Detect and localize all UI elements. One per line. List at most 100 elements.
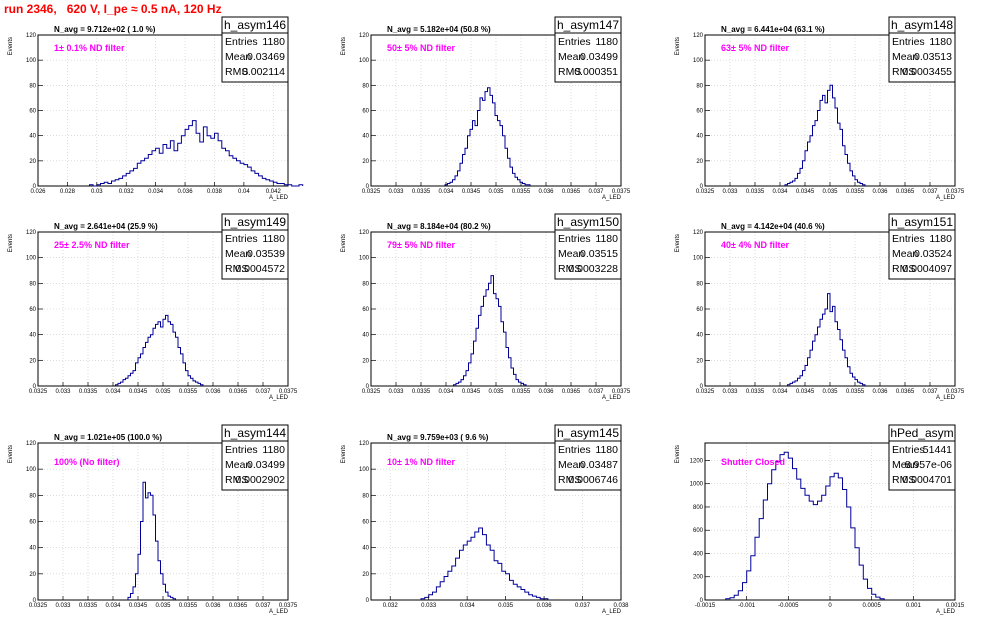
- x-tick-label: 0.0365: [896, 189, 915, 195]
- stats-key: RMS: [892, 66, 915, 78]
- stats-box: [221, 229, 289, 280]
- y-tick-label: 120: [359, 441, 370, 447]
- histogram-panel: 0.026 0.028 0.03 0.032 0.034 0.036 0.038 0.04 0.…: [8, 16, 304, 201]
- y-tick-label: 100: [359, 58, 370, 64]
- x-tick-label: 0.036: [178, 189, 194, 195]
- y-tick-label: 400: [693, 551, 704, 557]
- x-axis-label: A_LED: [936, 195, 956, 201]
- y-tick-label: 80: [362, 83, 369, 89]
- y-tick-label: 0: [366, 384, 370, 390]
- y-tick-label: 40: [362, 546, 369, 552]
- y-tick-label: 40: [29, 546, 36, 552]
- stats-value: 0.03515: [580, 248, 618, 260]
- x-tick-label: 0.0335: [79, 389, 98, 395]
- stats-key: RMS: [225, 474, 248, 486]
- stats-key: Entries: [558, 233, 591, 245]
- y-tick-label: 100: [359, 256, 370, 262]
- x-tick-label: 0.034: [105, 603, 121, 609]
- y-tick-label: 20: [29, 572, 36, 578]
- histogram-panel: 0.0325 0.033 0.0335 0.034 0.0345 0.035 0.0355 0…: [341, 16, 631, 201]
- x-tick-label: 0.0345: [129, 603, 148, 609]
- x-tick-label: 0.033: [55, 603, 71, 609]
- y-tick-label: 80: [362, 493, 369, 499]
- navg-annotation: N_avg = 1.021e+05 (100.0 %): [54, 433, 162, 442]
- y-tick-label: 60: [29, 307, 36, 313]
- x-tick-label: 0.036: [537, 603, 553, 609]
- x-axis-label: A_LED: [269, 609, 289, 615]
- x-tick-label: -0.0015: [695, 603, 716, 609]
- y-tick-label: 0: [33, 598, 37, 604]
- x-tick-label: 0.0355: [512, 389, 531, 395]
- y-tick-label: 60: [29, 520, 36, 526]
- x-tick-label: 0.036: [872, 189, 888, 195]
- y-tick-label: 100: [26, 256, 37, 262]
- x-tick-label: 0.035: [488, 389, 504, 395]
- histogram-panel: 0.0325 0.033 0.0335 0.034 0.0345 0.035 0.0355 0…: [341, 213, 631, 401]
- histogram-panel: -0.0015 -0.001 -0.0005 0 0.0005 0.001 0.0015 0 2…: [675, 424, 965, 615]
- stats-value: 1180: [595, 233, 618, 245]
- stats-key: RMS: [558, 66, 581, 78]
- x-tick-label: 0.0365: [562, 189, 581, 195]
- y-tick-label: 40: [29, 333, 36, 339]
- y-axis-label: Events: [341, 37, 347, 55]
- x-tick-label: 0.0355: [179, 389, 198, 395]
- stats-box: [554, 229, 622, 280]
- histogram-panel: 0.0325 0.033 0.0335 0.034 0.0345 0.035 0.0355 0…: [8, 424, 298, 615]
- x-tick-label: 0.036: [205, 389, 221, 395]
- histogram-line: [444, 87, 531, 186]
- stats-value: 0.0003455: [902, 66, 952, 78]
- x-tick-label: 0.0335: [746, 189, 765, 195]
- histogram-panel: 0.0325 0.033 0.0335 0.034 0.0345 0.035 0.0355 0…: [8, 213, 298, 401]
- y-axis-label: Events: [8, 37, 14, 55]
- x-tick-label: 0.0355: [179, 603, 198, 609]
- x-tick-label: 0.033: [55, 389, 71, 395]
- histogram-line: [420, 527, 549, 600]
- stats-key: Mean: [892, 459, 918, 471]
- stats-key: RMS: [225, 263, 248, 275]
- y-tick-label: 40: [362, 134, 369, 140]
- y-tick-label: 1000: [690, 482, 704, 488]
- x-tick-label: 0.032: [383, 603, 399, 609]
- y-axis-label: Events: [8, 445, 14, 463]
- y-tick-label: 80: [29, 281, 36, 287]
- x-tick-label: 0.037: [922, 389, 938, 395]
- x-tick-label: 0.0335: [412, 189, 431, 195]
- histogram-line: [453, 275, 527, 386]
- x-axis-label: A_LED: [936, 609, 956, 615]
- stats-value: 1180: [262, 444, 285, 456]
- stats-key: Mean: [558, 248, 584, 260]
- histogram-name: h_asym148: [891, 18, 953, 32]
- filter-label: 79± 5% ND filter: [387, 240, 455, 250]
- x-axis-label: A_LED: [602, 195, 622, 201]
- y-axis-label: Events: [341, 445, 347, 463]
- stats-box: [888, 440, 956, 491]
- x-tick-label: 0.0345: [462, 189, 481, 195]
- x-tick-label: 0.034: [460, 603, 476, 609]
- stats-value: 1180: [929, 233, 952, 245]
- stats-box: [888, 32, 956, 83]
- x-tick-label: 0.037: [588, 189, 604, 195]
- x-axis-label: A_LED: [936, 395, 956, 401]
- stats-key: Entries: [558, 444, 591, 456]
- y-tick-label: 0: [700, 384, 704, 390]
- y-tick-label: 80: [696, 83, 703, 89]
- x-tick-label: 0.0015: [946, 603, 965, 609]
- x-tick-label: 0.0375: [946, 389, 965, 395]
- y-tick-label: 100: [693, 256, 704, 262]
- stats-value: 51441: [923, 444, 952, 456]
- x-tick-label: 0.033: [388, 389, 404, 395]
- stats-key: RMS: [892, 263, 915, 275]
- filter-label: 100% (No filter): [54, 457, 120, 467]
- stats-value: 0.0003228: [568, 263, 618, 275]
- filter-label: 50± 5% ND filter: [387, 43, 455, 53]
- stats-value: 0.03469: [247, 51, 285, 63]
- navg-annotation: N_avg = 4.142e+04 (40.6 %): [721, 222, 825, 231]
- y-tick-label: 80: [696, 281, 703, 287]
- y-tick-label: 120: [693, 33, 704, 39]
- stats-box: [221, 32, 289, 83]
- x-tick-label: 0: [828, 603, 832, 609]
- x-tick-label: 0.0325: [696, 389, 715, 395]
- y-tick-label: 40: [362, 333, 369, 339]
- x-tick-label: 0.0355: [846, 189, 865, 195]
- x-tick-label: 0.028: [60, 189, 76, 195]
